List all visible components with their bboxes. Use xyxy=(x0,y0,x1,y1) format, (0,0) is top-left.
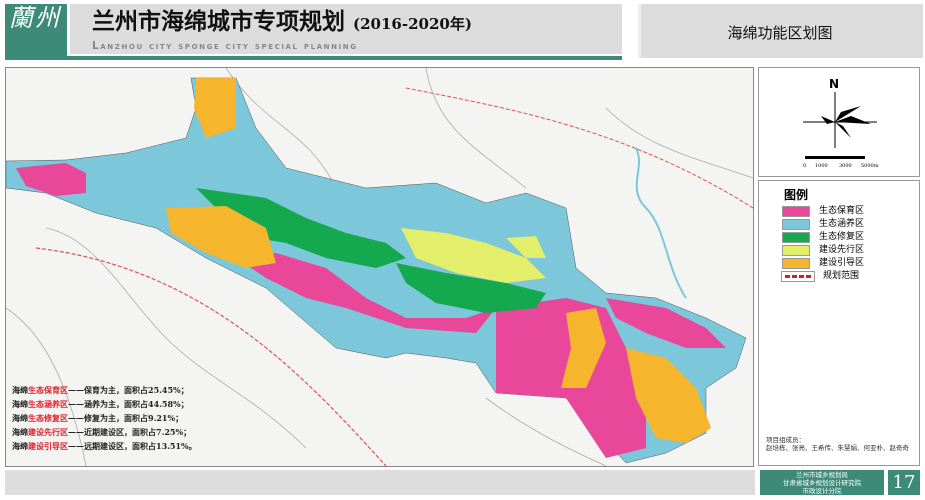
scale-label: 0 xyxy=(803,163,806,169)
compass-panel: N 0 1000 3000 5000m xyxy=(758,67,920,177)
river xyxy=(635,147,687,299)
zone-guide-orange-4 xyxy=(626,348,711,443)
desc-row: 海绵生态涵养区——涵养为主，面积占44.58%； xyxy=(12,399,189,409)
subtitle: Lanzhou city sponge city special plannin… xyxy=(92,40,358,52)
scale-label: 1000 xyxy=(815,163,828,169)
zone-pioneer-yellow xyxy=(401,228,546,283)
zoning-map xyxy=(5,67,754,467)
legend-item: 生态修复区 xyxy=(782,232,864,243)
title-years: (2016-2020年) xyxy=(353,15,472,33)
zone-pioneer-yellow-2 xyxy=(506,236,546,258)
scale-label: 5000m xyxy=(861,163,879,169)
legend-swatch xyxy=(781,271,815,282)
desc-row: 海绵生态保育区——保育为主，面积占25.45%； xyxy=(12,385,189,395)
map-name-box xyxy=(638,4,923,58)
zone-protection-pink-4 xyxy=(236,253,496,333)
zone-restoration-green-2 xyxy=(396,263,546,313)
desc-row: 海绵建设引导区——远期建设区，面积占13.51%。 xyxy=(12,441,197,451)
zone-guide-orange-3 xyxy=(561,308,606,388)
zone-protection-pink-3 xyxy=(606,298,726,348)
footer-org: 兰州市城乡规划局 甘肃省城乡规划设计研究院 市政设计分院 xyxy=(760,470,884,495)
page-number: 17 xyxy=(888,470,920,495)
legend-swatch xyxy=(782,219,810,230)
title-text: 兰州市海绵城市专项规划 xyxy=(92,8,345,35)
header-divider xyxy=(5,56,622,60)
zone-descriptions: 海绵生态保育区——保育为主，面积占25.45%； 海绵生态涵养区——涵养为主，面… xyxy=(12,383,197,453)
desc-row: 海绵生态修复区——修复为主，面积占9.21%； xyxy=(12,413,184,423)
footer-bar xyxy=(5,470,755,495)
north-label: N xyxy=(829,77,839,91)
zone-restoration-green xyxy=(196,188,406,268)
zone-guide-orange xyxy=(166,206,276,268)
scale-label: 3000 xyxy=(839,163,852,169)
legend-title: 图例 xyxy=(784,188,809,202)
wind-rose-icon: N 0 1000 3000 5000m xyxy=(803,77,879,169)
zone-guide-orange-2 xyxy=(194,78,236,138)
page-title: 兰州市海绵城市专项规划 (2016-2020年) xyxy=(92,9,472,37)
legend-item: 建设引导区 xyxy=(782,258,864,269)
legend-item: 规划范围 xyxy=(781,271,859,282)
zone-protection-pink xyxy=(16,163,86,196)
legend-item: 建设先行区 xyxy=(782,245,864,256)
map-area[interactable] xyxy=(5,67,754,467)
map-name: 海绵功能区划图 xyxy=(727,24,833,42)
credits: 项目组成员： 赵培栋、张亮、王希传、朱慧娟、何亚朴、赵奇奇 xyxy=(766,436,909,452)
legend-swatch xyxy=(782,206,810,217)
legend-item: 生态涵养区 xyxy=(782,219,864,230)
planning-boundary-2 xyxy=(405,87,754,209)
legend-swatch xyxy=(782,232,810,243)
district-boundaries xyxy=(5,67,754,467)
planning-boundary xyxy=(35,247,387,467)
desc-row: 海绵建设先行区——近期建设区，面积占7.25%； xyxy=(12,427,192,437)
logo: 蘭州 xyxy=(5,4,67,58)
legend-item: 生态保育区 xyxy=(782,206,864,217)
title-bar xyxy=(70,4,622,54)
legend-swatch xyxy=(782,258,810,269)
legend-swatch xyxy=(782,245,810,256)
